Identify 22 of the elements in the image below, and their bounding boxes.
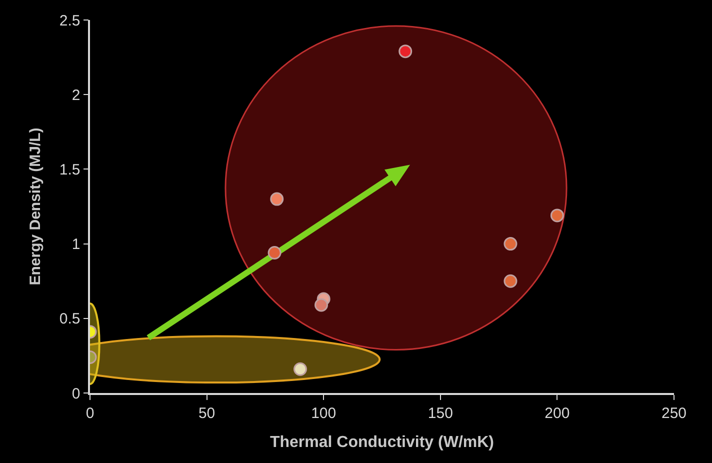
y-tick-label: 1.5: [59, 161, 80, 178]
x-tick-label: 100: [311, 404, 336, 422]
point: [268, 246, 282, 260]
y-tick-label: 0: [72, 385, 80, 402]
point: [504, 237, 518, 251]
point: [314, 298, 328, 312]
y-tick-label: 2.5: [59, 12, 80, 30]
point: [550, 208, 564, 222]
x-tick-label: 0: [86, 404, 94, 422]
x-tick-label: 250: [661, 404, 687, 422]
y-tick-label: 2: [72, 86, 80, 104]
x-axis-title: Thermal Conductivity (W/mK): [270, 434, 494, 451]
x-tick-label: 50: [198, 404, 216, 422]
point: [270, 192, 284, 206]
point: [293, 362, 307, 376]
y-tick-label: 0.5: [59, 310, 80, 328]
x-tick-label: 150: [428, 404, 453, 422]
point: [504, 274, 518, 288]
point: [398, 44, 412, 58]
x-tick-label: 200: [544, 404, 570, 422]
y-axis-title: Energy Density (MJ/L): [27, 128, 44, 286]
y-tick-label: 1: [72, 236, 80, 254]
